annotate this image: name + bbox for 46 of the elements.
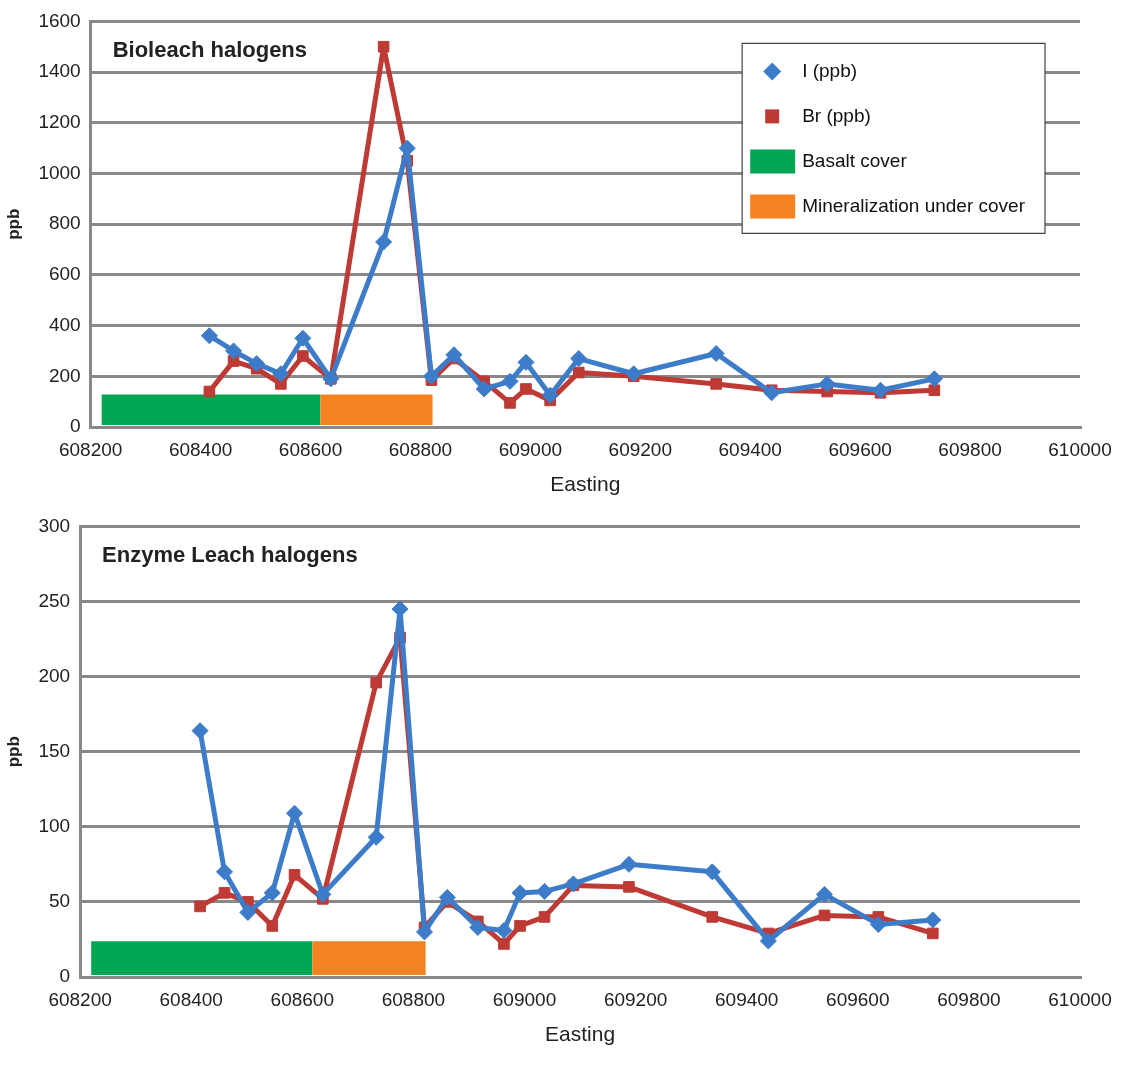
y-tick-label: 600 bbox=[48, 263, 81, 285]
x-tick-label: 609400 bbox=[715, 988, 779, 1010]
legend-label: Basalt cover bbox=[802, 149, 908, 171]
x-tick-label: 609600 bbox=[826, 988, 890, 1010]
y-axis-title: ppb bbox=[3, 208, 23, 240]
x-tick-label: 610000 bbox=[1048, 988, 1112, 1010]
text: Bioleach halogens bbox=[112, 37, 308, 63]
x-tick-label: 608600 bbox=[270, 988, 334, 1010]
x-tick-label: 608800 bbox=[388, 438, 453, 460]
y-tick-label: 0 bbox=[59, 965, 71, 987]
x-tick-label: 608200 bbox=[58, 438, 123, 460]
x-axis-title: Easting bbox=[545, 1022, 616, 1046]
y-tick-label: 300 bbox=[38, 514, 71, 536]
x-tick-label: 608400 bbox=[159, 988, 223, 1010]
y-tick-label: 400 bbox=[48, 313, 81, 335]
x-tick-label: 608200 bbox=[48, 988, 112, 1010]
x-tick-label: 608800 bbox=[381, 988, 446, 1010]
y-tick-label: 800 bbox=[48, 212, 81, 234]
x-axis-title: Easting bbox=[550, 472, 621, 496]
y-tick-label: 200 bbox=[48, 364, 81, 386]
y-tick-label: 1400 bbox=[38, 60, 81, 82]
x-tick-label: 608400 bbox=[168, 438, 233, 460]
y-tick-label: 50 bbox=[48, 890, 71, 912]
y-tick-label: 1000 bbox=[38, 161, 81, 183]
x-tick-label: 609600 bbox=[828, 438, 892, 460]
y-tick-label: 250 bbox=[38, 589, 71, 611]
y-tick-label: 200 bbox=[38, 664, 71, 686]
x-tick-label: 609400 bbox=[718, 438, 782, 460]
legend-label: Br (ppb) bbox=[802, 104, 871, 126]
x-tick-label: 609800 bbox=[938, 438, 1002, 460]
x-tick-label: 609000 bbox=[498, 438, 563, 460]
y-tick-label: 1600 bbox=[38, 9, 81, 31]
x-tick-label: 609200 bbox=[603, 988, 668, 1010]
x-tick-label: 608600 bbox=[278, 438, 343, 460]
x-tick-label: 610000 bbox=[1048, 438, 1112, 460]
x-tick-label: 609200 bbox=[608, 438, 672, 460]
x-tick-label: 609800 bbox=[937, 988, 1001, 1010]
legend-label: I (ppb) bbox=[802, 59, 858, 81]
y-tick-label: 100 bbox=[38, 815, 71, 837]
y-tick-label: 0 bbox=[70, 415, 81, 437]
y-axis-title: ppb bbox=[3, 736, 23, 768]
text: Enzyme Leach halogens bbox=[102, 542, 358, 568]
y-tick-label: 150 bbox=[38, 739, 71, 761]
y-tick-label: 1200 bbox=[38, 111, 81, 133]
x-tick-label: 609000 bbox=[492, 988, 557, 1010]
legend-label: Mineralization under cover bbox=[802, 194, 1026, 216]
